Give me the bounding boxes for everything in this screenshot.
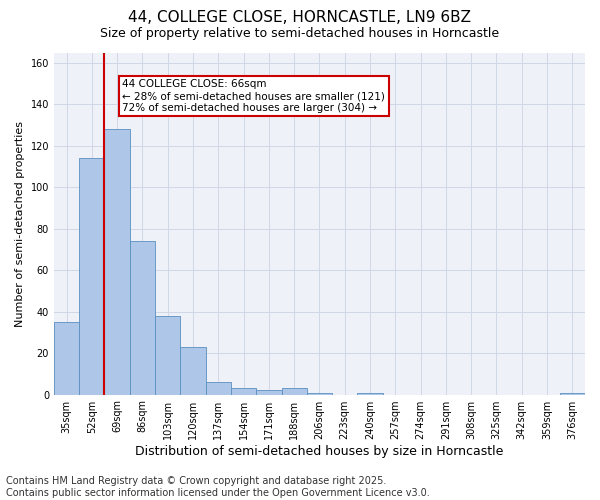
Bar <box>231 388 256 394</box>
Text: Size of property relative to semi-detached houses in Horncastle: Size of property relative to semi-detach… <box>100 28 500 40</box>
Bar <box>54 322 79 394</box>
Text: 44, COLLEGE CLOSE, HORNCASTLE, LN9 6BZ: 44, COLLEGE CLOSE, HORNCASTLE, LN9 6BZ <box>128 10 472 25</box>
Bar <box>206 382 231 394</box>
Bar <box>181 347 206 395</box>
Text: Contains HM Land Registry data © Crown copyright and database right 2025.
Contai: Contains HM Land Registry data © Crown c… <box>6 476 430 498</box>
Bar <box>307 392 332 394</box>
Bar <box>130 241 155 394</box>
Bar <box>79 158 104 394</box>
Bar <box>560 392 585 394</box>
Text: 44 COLLEGE CLOSE: 66sqm
← 28% of semi-detached houses are smaller (121)
72% of s: 44 COLLEGE CLOSE: 66sqm ← 28% of semi-de… <box>122 80 385 112</box>
Bar <box>104 129 130 394</box>
Bar <box>155 316 181 394</box>
Y-axis label: Number of semi-detached properties: Number of semi-detached properties <box>15 120 25 326</box>
Bar <box>256 390 281 394</box>
Bar <box>358 392 383 394</box>
X-axis label: Distribution of semi-detached houses by size in Horncastle: Distribution of semi-detached houses by … <box>135 444 503 458</box>
Bar <box>281 388 307 394</box>
